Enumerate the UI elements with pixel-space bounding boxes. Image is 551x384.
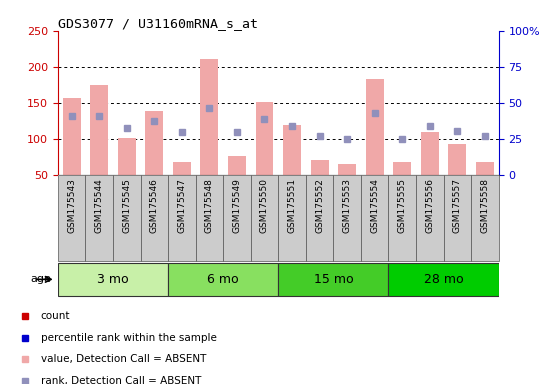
Bar [444,175,471,261]
Bar [311,161,328,175]
Text: GSM175546: GSM175546 [150,178,159,233]
Bar [90,85,108,175]
Bar [388,263,499,296]
Bar [228,156,246,175]
Text: age: age [30,274,51,285]
Text: GSM175558: GSM175558 [480,178,489,233]
Text: 6 mo: 6 mo [207,273,239,286]
Bar [388,175,416,261]
Bar [168,263,278,296]
Bar [201,59,218,175]
Text: count: count [41,311,70,321]
Bar [421,131,439,175]
Bar [449,144,466,175]
Bar [278,175,306,261]
Bar [168,175,196,261]
Text: 15 mo: 15 mo [314,273,353,286]
Text: GSM175545: GSM175545 [122,178,131,233]
Text: GSM175549: GSM175549 [233,178,241,233]
Bar [63,98,80,175]
Bar [333,175,361,261]
Text: GSM175557: GSM175557 [453,178,462,233]
Text: GSM175548: GSM175548 [205,178,214,233]
Bar [173,162,191,175]
Bar [338,164,356,175]
Bar [251,175,278,261]
Text: 28 mo: 28 mo [424,273,463,286]
Bar [118,138,136,175]
Text: GSM175551: GSM175551 [288,178,296,233]
Bar [366,79,383,175]
Text: GDS3077 / U31160mRNA_s_at: GDS3077 / U31160mRNA_s_at [58,17,258,30]
Bar [361,175,388,261]
Bar [141,175,168,261]
Text: GSM175556: GSM175556 [425,178,434,233]
Bar [113,175,141,261]
Bar [393,162,411,175]
Bar [476,162,494,175]
Bar [416,175,444,261]
Text: GSM175547: GSM175547 [177,178,186,233]
Text: GSM175554: GSM175554 [370,178,379,233]
Bar [471,175,499,261]
Text: GSM175543: GSM175543 [67,178,76,233]
Bar [283,125,301,175]
Bar [306,175,333,261]
Text: percentile rank within the sample: percentile rank within the sample [41,333,217,343]
Text: GSM175553: GSM175553 [343,178,352,233]
Bar [256,102,273,175]
Bar [278,263,388,296]
Text: value, Detection Call = ABSENT: value, Detection Call = ABSENT [41,354,206,364]
Bar [196,175,223,261]
Bar [58,175,85,261]
Bar [223,175,251,261]
Bar [85,175,113,261]
Text: 3 mo: 3 mo [97,273,129,286]
Text: GSM175552: GSM175552 [315,178,324,233]
Text: rank, Detection Call = ABSENT: rank, Detection Call = ABSENT [41,376,201,384]
Text: GSM175555: GSM175555 [398,178,407,233]
Bar [145,111,163,175]
Text: GSM175544: GSM175544 [95,178,104,233]
Bar [58,263,168,296]
Text: GSM175550: GSM175550 [260,178,269,233]
